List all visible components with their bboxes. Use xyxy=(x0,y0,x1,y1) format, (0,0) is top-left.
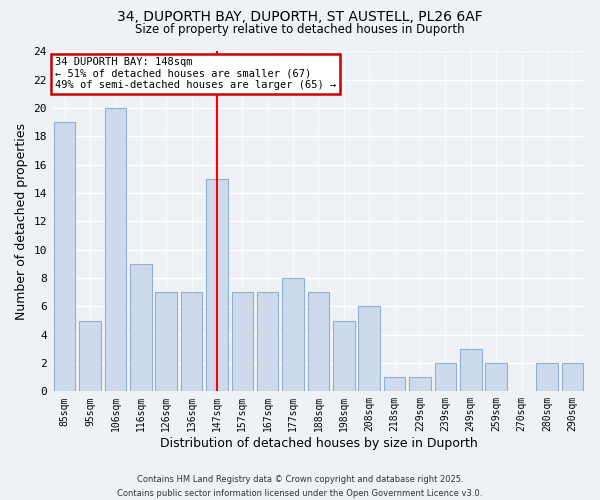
Bar xyxy=(308,292,329,392)
Bar xyxy=(257,292,278,392)
Text: Size of property relative to detached houses in Duporth: Size of property relative to detached ho… xyxy=(135,22,465,36)
Bar xyxy=(282,278,304,392)
Bar xyxy=(79,320,101,392)
Bar xyxy=(104,108,126,392)
Bar xyxy=(384,377,406,392)
Bar xyxy=(206,179,228,392)
Bar xyxy=(536,363,558,392)
Bar xyxy=(54,122,76,392)
Y-axis label: Number of detached properties: Number of detached properties xyxy=(15,123,28,320)
Bar xyxy=(130,264,152,392)
Bar xyxy=(181,292,202,392)
Bar xyxy=(485,363,507,392)
Bar xyxy=(155,292,177,392)
X-axis label: Distribution of detached houses by size in Duporth: Distribution of detached houses by size … xyxy=(160,437,478,450)
Bar xyxy=(333,320,355,392)
Bar xyxy=(434,363,456,392)
Bar xyxy=(358,306,380,392)
Bar xyxy=(409,377,431,392)
Bar xyxy=(232,292,253,392)
Bar xyxy=(460,349,482,392)
Text: 34 DUPORTH BAY: 148sqm
← 51% of detached houses are smaller (67)
49% of semi-det: 34 DUPORTH BAY: 148sqm ← 51% of detached… xyxy=(55,57,336,90)
Text: Contains HM Land Registry data © Crown copyright and database right 2025.
Contai: Contains HM Land Registry data © Crown c… xyxy=(118,476,482,498)
Text: 34, DUPORTH BAY, DUPORTH, ST AUSTELL, PL26 6AF: 34, DUPORTH BAY, DUPORTH, ST AUSTELL, PL… xyxy=(117,10,483,24)
Bar xyxy=(562,363,583,392)
